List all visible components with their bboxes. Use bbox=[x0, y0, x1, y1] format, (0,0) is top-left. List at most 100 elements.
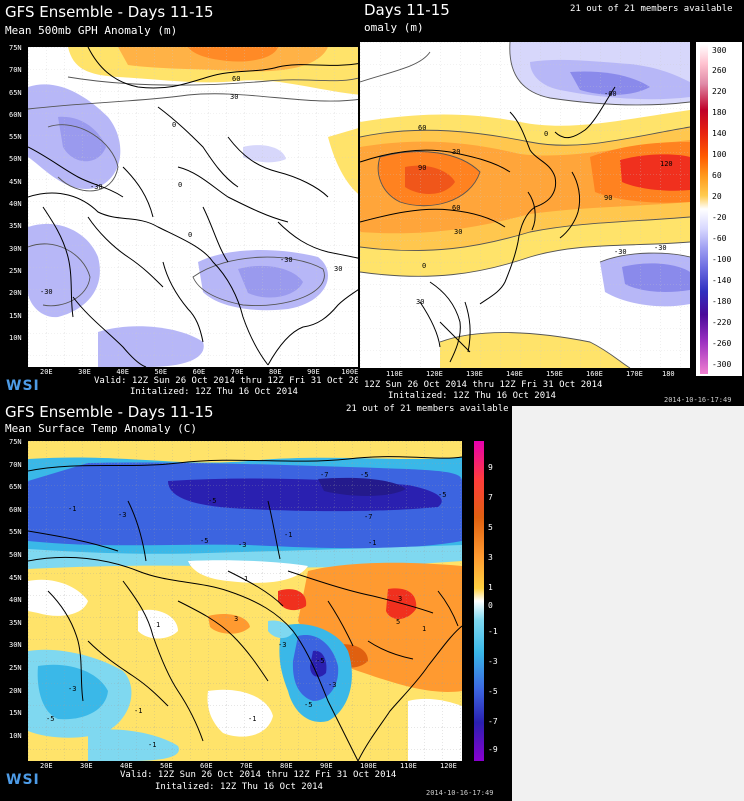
lon-label: 70E bbox=[230, 368, 244, 376]
lon-label: 160E bbox=[586, 370, 603, 378]
lat-label: 35N bbox=[9, 618, 22, 627]
gph-map-left: 60 30 0 0 -30 -30 -30 0 30 bbox=[28, 47, 362, 367]
lon-label: 90E bbox=[320, 762, 333, 770]
colorbar-label: -100 bbox=[712, 255, 732, 264]
lat-label: 30N bbox=[9, 641, 22, 650]
lon-label: 50E bbox=[154, 368, 168, 376]
lon-label: 20E bbox=[40, 368, 53, 376]
lon-label: 110E bbox=[386, 370, 403, 378]
gph-title: GFS Ensemble - Days 11-15 bbox=[5, 3, 214, 21]
gph-colorbar: 300 260 220 180 140 100 60 20 -20 -60 -1… bbox=[696, 42, 742, 376]
lat-label: 60N bbox=[9, 505, 22, 514]
lat-label: 40N bbox=[9, 596, 22, 605]
contour-label: -1 bbox=[148, 741, 156, 749]
lat-label: 40N bbox=[9, 200, 22, 209]
colorbar-label: -9 bbox=[488, 745, 498, 754]
members-available: 21 out of 21 members available bbox=[346, 404, 509, 414]
lat-axis: 75N 70N 65N 60N 55N 50N 45N 40N 35N 30N … bbox=[9, 438, 29, 754]
contour-label: -30 bbox=[654, 244, 667, 252]
contour-label: -1 bbox=[134, 707, 142, 715]
contour-label: 0 bbox=[172, 121, 176, 129]
colorbar-label: 100 bbox=[712, 150, 727, 159]
colorbar-label: -5 bbox=[488, 687, 498, 696]
contour-label: -3 bbox=[238, 541, 246, 549]
lon-label: 80E bbox=[268, 368, 282, 376]
contour-label: -5 bbox=[360, 471, 368, 479]
lat-label: 30N bbox=[9, 244, 22, 253]
lat-label: 45N bbox=[9, 177, 22, 186]
lon-label: 100E bbox=[360, 762, 377, 770]
contour-label: 1 bbox=[422, 625, 426, 633]
contour-label: 0 bbox=[544, 130, 548, 138]
gph-right-subtitle: omaly (m) bbox=[364, 21, 424, 34]
contour-label: 30 bbox=[416, 298, 424, 306]
lat-label: 45N bbox=[9, 573, 22, 582]
lat-label: 10N bbox=[9, 333, 22, 342]
contour-label: -60 bbox=[604, 90, 617, 98]
contour-label: -5 bbox=[208, 497, 216, 505]
timestamp: 2014-10-16-17:49 bbox=[664, 396, 732, 404]
contour-label: 5 bbox=[396, 618, 400, 626]
contour-label: 30 bbox=[454, 228, 462, 236]
colorbar-label: 140 bbox=[712, 129, 727, 138]
contour-label: -5 bbox=[304, 701, 312, 709]
colorbar-label: 1 bbox=[488, 583, 493, 592]
colorbar-swatches bbox=[474, 441, 484, 761]
lat-label: 75N bbox=[9, 438, 22, 446]
lon-label: 90E bbox=[307, 368, 320, 376]
contour-label: 0 bbox=[178, 181, 182, 189]
lat-label: 20N bbox=[9, 686, 22, 695]
lat-label: 60N bbox=[9, 110, 22, 119]
temp-title: GFS Ensemble - Days 11-15 bbox=[5, 403, 214, 421]
colorbar-label: 5 bbox=[488, 523, 493, 532]
colorbar-label: -7 bbox=[488, 717, 498, 726]
contour-label: -5 bbox=[316, 657, 324, 665]
lon-axis: 110E 120E 130E 140E 150E 160E 170E 180 bbox=[386, 370, 696, 378]
colorbar-label: 300 bbox=[712, 46, 727, 55]
contour-label: -7 bbox=[364, 513, 372, 521]
colorbar-label: -3 bbox=[488, 657, 498, 666]
lon-label: 70E bbox=[240, 762, 253, 770]
lon-label: 130E bbox=[466, 370, 483, 378]
lat-label: 20N bbox=[9, 289, 22, 298]
contour-label: -7 bbox=[320, 471, 328, 479]
lat-label: 50N bbox=[9, 550, 22, 559]
contour-label: 30 bbox=[230, 93, 238, 101]
contour-label: 60 bbox=[418, 124, 426, 132]
temp-colorbar: 9 7 5 3 1 0 -1 -3 -5 -7 -9 bbox=[472, 441, 508, 761]
contour-label: -5 bbox=[46, 715, 54, 723]
lat-label: 35N bbox=[9, 222, 22, 231]
lon-label: 60E bbox=[192, 368, 206, 376]
colorbar-swatches bbox=[700, 44, 708, 374]
contour-label: -1 bbox=[248, 715, 256, 723]
wsi-logo: WSI bbox=[6, 378, 40, 394]
init-time: Initalized: 12Z Thu 16 Oct 2014 bbox=[388, 391, 556, 401]
contour-label: 60 bbox=[232, 75, 240, 83]
lat-label: 25N bbox=[9, 266, 22, 275]
contour-label: -3 bbox=[68, 685, 76, 693]
valid-period: Valid: 12Z Sun 26 Oct 2014 thru 12Z Fri … bbox=[120, 770, 397, 780]
lat-label: 15N bbox=[9, 709, 22, 718]
lat-label: 65N bbox=[9, 483, 22, 492]
gph-panel-left: GFS Ensemble - Days 11-15 Mean 500mb GPH… bbox=[0, 0, 364, 400]
gph-map-right: 60 30 0 90 60 30 0 -30 -60 90 120 -30 30 bbox=[360, 42, 690, 368]
colorbar-label: 0 bbox=[488, 601, 493, 610]
colorbar-label: -300 bbox=[712, 360, 732, 369]
contour-label: 90 bbox=[418, 164, 426, 172]
colorbar-label: -140 bbox=[712, 276, 732, 285]
lat-label: 70N bbox=[9, 460, 22, 469]
colorbar-label: 180 bbox=[712, 108, 727, 117]
colorbar-label: 9 bbox=[488, 463, 493, 472]
contour-label: 30 bbox=[334, 265, 342, 273]
contour-label: -5 bbox=[438, 491, 446, 499]
contour-label: -3 bbox=[328, 681, 336, 689]
lon-label: 180 bbox=[662, 370, 675, 378]
colorbar-label: 220 bbox=[712, 87, 727, 96]
lon-label: 30E bbox=[78, 368, 91, 376]
gph-panel-right: Days 11-15 omaly (m) 21 out of 21 member… bbox=[358, 0, 744, 406]
contour-label: 0 bbox=[188, 231, 192, 239]
contour-label: 90 bbox=[604, 194, 612, 202]
lon-label: 120E bbox=[426, 370, 443, 378]
lon-label: 80E bbox=[280, 762, 293, 770]
lat-label: 75N bbox=[9, 44, 22, 52]
